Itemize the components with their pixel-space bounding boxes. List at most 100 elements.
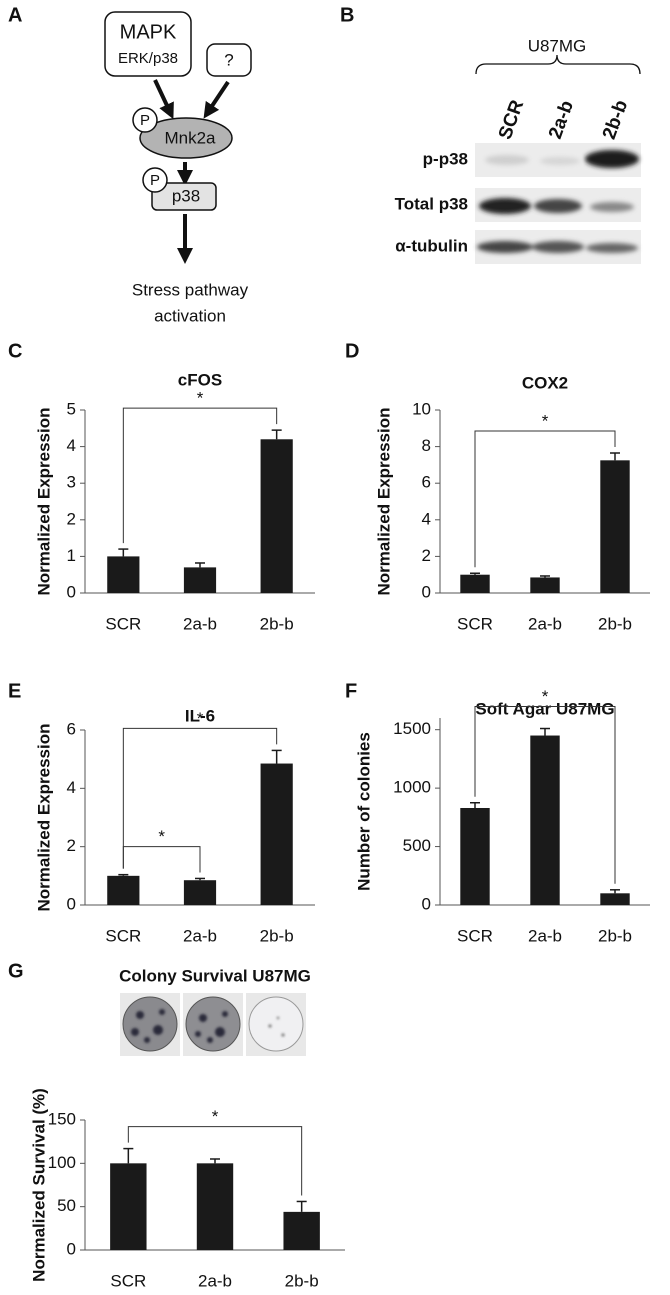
significance-bracket [122,407,278,544]
row-label: p-p38 [423,149,468,168]
arrow [153,79,174,120]
x-tick-label: SCR [105,926,141,945]
node-label: ? [224,50,233,69]
bar [600,460,630,593]
bar [183,567,217,593]
outcome-label: Stress pathway [132,280,249,299]
y-tick-label: 2 [422,546,431,565]
y-tick-label: 0 [67,582,76,601]
y-tick-label: 1500 [393,719,431,738]
x-tick-label: 2b-b [598,926,632,945]
lane-label: 2b-b [599,97,632,142]
y-tick-label: 0 [67,894,76,913]
significance-bracket [474,430,616,568]
bar [460,574,490,593]
y-tick-label: 4 [67,436,76,455]
outcome-label: activation [154,306,226,325]
panel-label: C [8,340,22,362]
row-label: Total p38 [395,194,468,213]
x-tick-label: 2a-b [183,926,217,945]
y-tick-label: 0 [422,894,431,913]
node-ellipse [139,117,233,159]
significance-bracket [122,727,278,869]
significance-label: * [197,709,204,728]
y-axis-label: Normalized Expression [374,407,393,595]
y-tick-label: 0 [67,1239,76,1258]
panel-label: F [345,680,357,702]
y-axis-label: Normalized Survival (%) [29,1088,48,1282]
significance-label: * [542,687,549,706]
bar [260,763,293,905]
x-tick-label: 2b-b [285,1271,319,1290]
y-tick-label: 2 [67,509,76,528]
x-tick-label: SCR [457,614,493,633]
plate [248,996,304,1052]
colony-images [120,993,306,1056]
arrow [203,80,230,119]
cell-line-label: U87MG [528,36,587,55]
y-axis-label: Normalized Expression [34,407,53,595]
y-tick-label: 100 [48,1153,76,1172]
y-tick-label: 10 [412,399,431,418]
y-tick-label: 150 [48,1109,76,1128]
x-tick-label: 2b-b [260,926,294,945]
row-label: α-tubulin [395,236,468,255]
y-tick-label: 5 [67,399,76,418]
plate [122,996,178,1052]
y-tick-label: 6 [67,719,76,738]
y-tick-label: 2 [67,836,76,855]
chart-title: COX2 [522,373,568,392]
plate [185,996,241,1052]
y-axis-label: Normalized Expression [34,723,53,911]
y-tick-label: 1000 [393,778,431,797]
node-label: Mnk2a [164,128,216,147]
x-tick-label: SCR [457,926,493,945]
bar [110,1163,147,1250]
panel-label: E [8,680,21,702]
western-blot: U87MG SCR 2a-b 2b-b p-p38 Total p38 α-tu… [395,36,641,264]
lane-label: 2a-b [545,98,578,142]
chart-title: cFOS [178,370,222,389]
x-tick-label: 2a-b [528,926,562,945]
lane-label: SCR [495,97,529,142]
bar [600,893,630,905]
y-tick-label: 6 [422,473,431,492]
significance-label: * [197,389,204,408]
x-tick-label: 2a-b [183,614,217,633]
y-tick-label: 50 [57,1196,76,1215]
x-tick-label: 2b-b [260,614,294,633]
phospho-label: P [150,172,160,189]
x-tick-label: SCR [105,614,141,633]
bar [460,807,490,905]
y-tick-label: 8 [422,436,431,455]
bar [107,875,140,905]
panel-label: G [8,960,24,982]
significance-label: * [158,827,165,846]
x-tick-label: 2a-b [198,1271,232,1290]
significance-bracket [474,706,616,884]
node-label: p38 [172,186,200,205]
phospho-label: P [140,112,150,129]
bar [530,577,560,593]
y-tick-label: 0 [422,582,431,601]
y-tick-label: 4 [422,509,431,528]
y-tick-label: 3 [67,473,76,492]
pathway-diagram: MAPK ERK/p38 ? Mnk2a P p38 P Stress path… [104,11,252,325]
significance-label: * [212,1107,219,1126]
chart-title: Colony Survival U87MG [119,966,311,985]
phospho-circle [132,107,158,133]
node-box [104,11,192,77]
bar [183,880,217,905]
bar [260,439,293,593]
y-tick-label: 500 [403,836,431,855]
significance-label: * [542,411,549,430]
x-tick-label: 2a-b [528,614,562,633]
bar [196,1163,234,1250]
x-tick-label: 2b-b [598,614,632,633]
panel-label: A [8,4,22,26]
bar [283,1211,320,1250]
node-label: MAPK [120,21,177,43]
node-sublabel: ERK/p38 [118,50,178,67]
x-tick-label: SCR [110,1271,146,1290]
